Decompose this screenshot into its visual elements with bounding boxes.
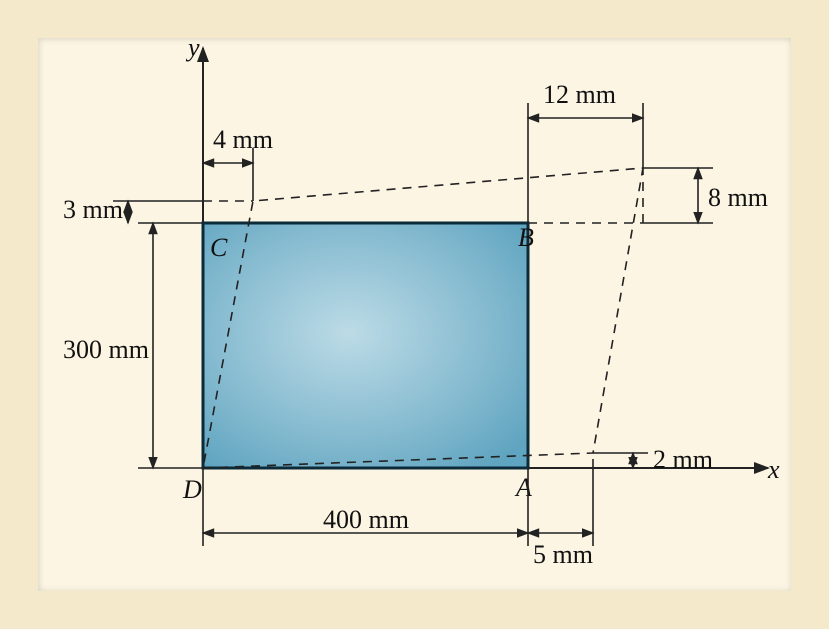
dim-2mm-label: 2 mm [653, 445, 713, 474]
dim-5mm-label: 5 mm [533, 540, 593, 569]
dim-4mm-label: 4 mm [213, 125, 273, 154]
dim-400mm: 400 mm [203, 468, 528, 546]
diagram-canvas: y x D A B C 300 mm 400 mm 4 mm 3 mm [38, 38, 791, 591]
point-D-label: D [182, 475, 202, 504]
original-rectangle [203, 223, 528, 468]
dim-12mm: 12 mm [528, 80, 643, 223]
point-B-label: B [518, 223, 534, 252]
y-axis-label: y [185, 38, 200, 62]
dim-8mm: 8 mm [643, 168, 768, 223]
dim-3mm-label: 3 mm [63, 195, 123, 224]
dim-300mm-label: 300 mm [63, 335, 149, 364]
dim-5mm: 5 mm [528, 468, 593, 569]
deformation-diagram: y x D A B C 300 mm 400 mm 4 mm 3 mm [38, 38, 791, 591]
dim-300mm: 300 mm [63, 223, 203, 468]
dim-3mm: 3 mm [63, 195, 203, 224]
dim-4mm: 4 mm [203, 125, 273, 201]
dim-12mm-label: 12 mm [543, 80, 616, 109]
dim-8mm-label: 8 mm [708, 183, 768, 212]
x-axis-label: x [767, 455, 780, 484]
point-A-label: A [514, 473, 532, 502]
point-C-label: C [210, 233, 228, 262]
dim-2mm: 2 mm [593, 445, 713, 474]
dim-400mm-label: 400 mm [323, 505, 409, 534]
